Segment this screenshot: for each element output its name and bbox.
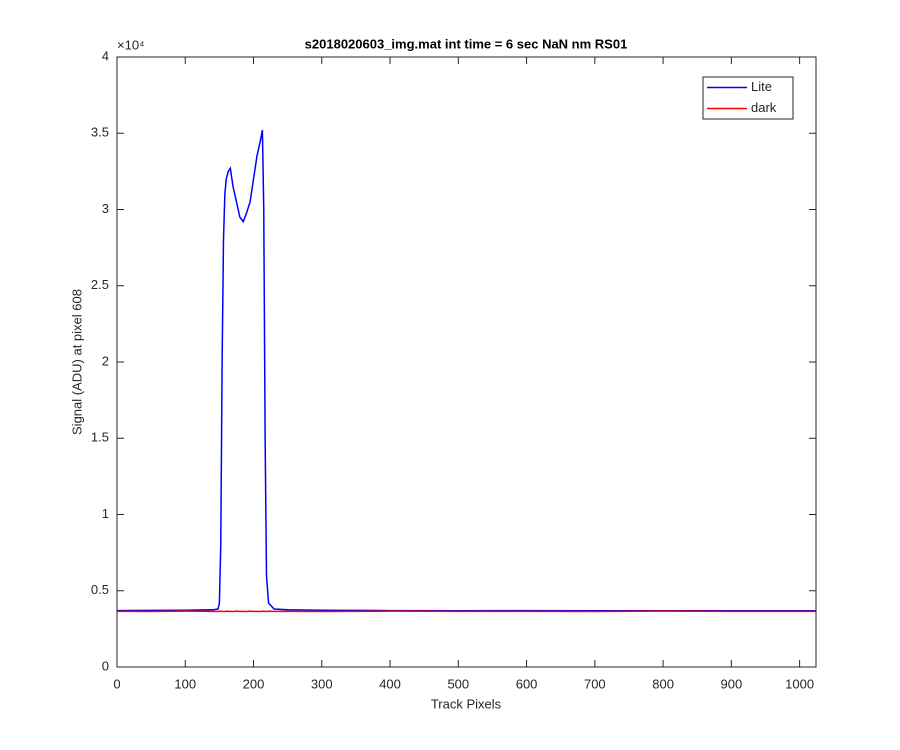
y-tick-label: 2: [102, 353, 109, 368]
y-exponent: ×10⁴: [117, 37, 145, 52]
legend-label: Lite: [751, 79, 772, 94]
chart-title: s2018020603_img.mat int time = 6 sec NaN…: [305, 36, 628, 51]
legend-box: [702, 76, 794, 120]
x-tick-label: 300: [311, 676, 333, 691]
axes-box: [116, 56, 817, 668]
y-tick-label: 4: [102, 48, 109, 63]
x-tick-label: 600: [516, 676, 538, 691]
y-tick-label: 3.5: [91, 125, 109, 140]
x-axis-label: Track Pixels: [431, 696, 502, 711]
y-axis-label: Signal (ADU) at pixel 608: [69, 289, 84, 435]
y-tick-label: 0.5: [91, 582, 109, 597]
y-tick-label: 0: [102, 658, 109, 673]
x-tick-label: 900: [721, 676, 743, 691]
x-tick-label: 1000: [785, 676, 814, 691]
x-tick-label: 100: [174, 676, 196, 691]
y-tick-label: 1.5: [91, 430, 109, 445]
x-tick-label: 200: [243, 676, 265, 691]
y-tick-label: 1: [102, 506, 109, 521]
plot-area: [117, 57, 816, 667]
x-tick-label: 800: [652, 676, 674, 691]
x-tick-label: 700: [584, 676, 606, 691]
y-tick-label: 2.5: [91, 277, 109, 292]
legend-label: dark: [751, 100, 777, 115]
y-tick-label: 3: [102, 201, 109, 216]
x-tick-label: 400: [379, 676, 401, 691]
x-tick-label: 0: [113, 676, 120, 691]
x-tick-label: 500: [447, 676, 469, 691]
